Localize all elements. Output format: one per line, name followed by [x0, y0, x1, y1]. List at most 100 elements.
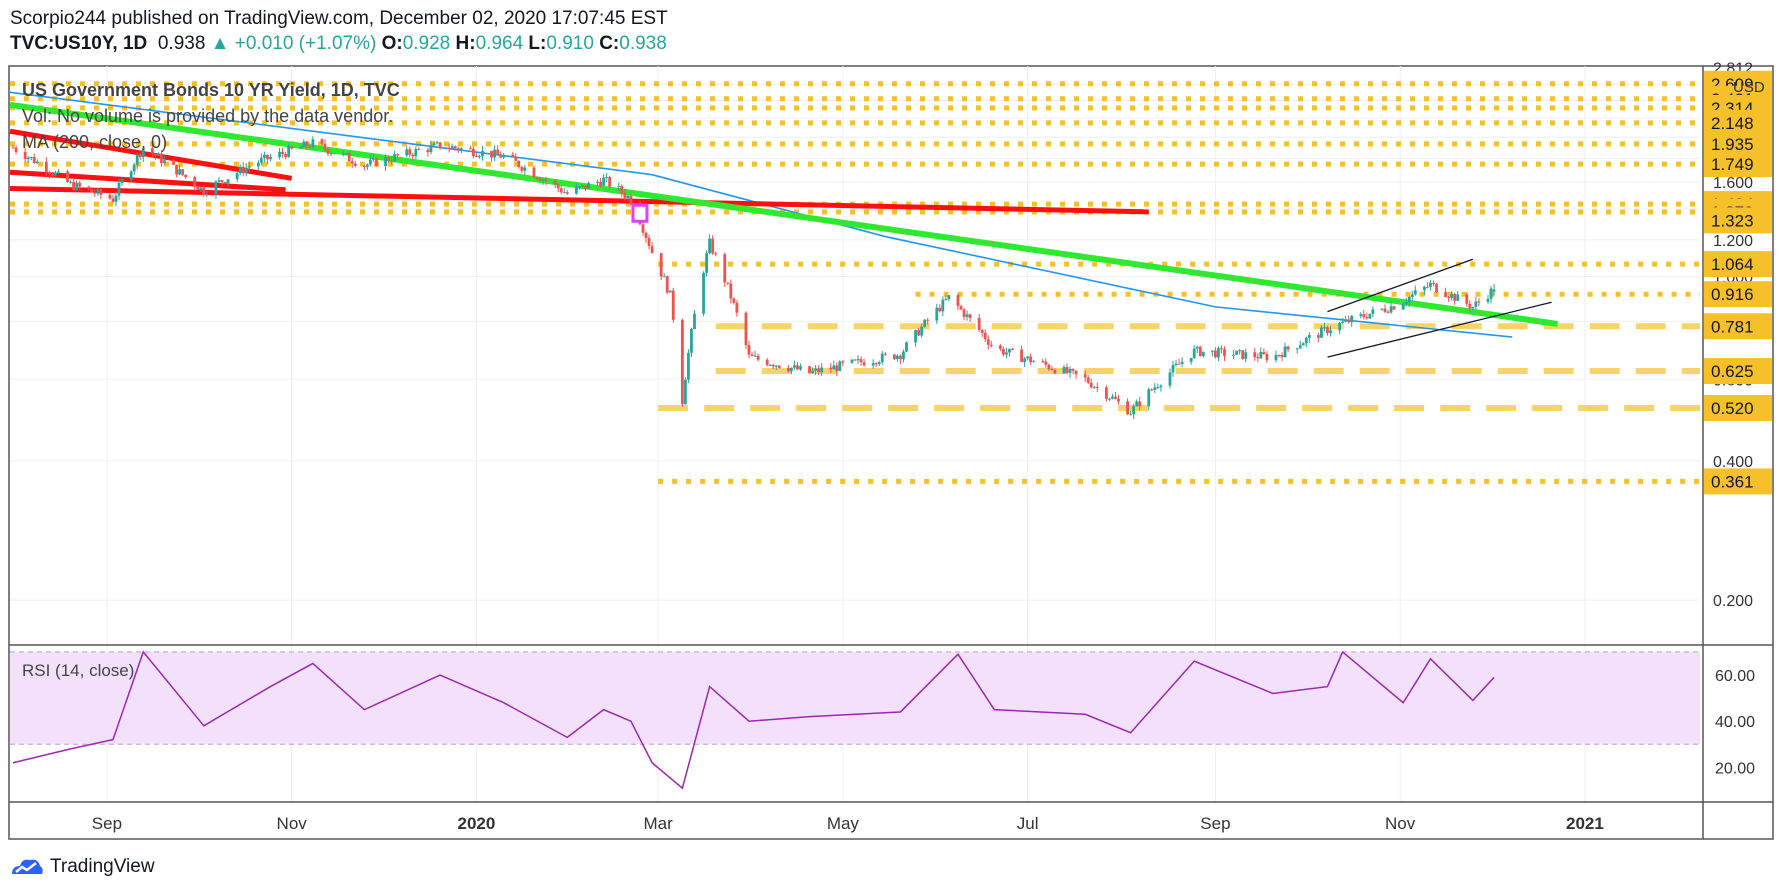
- candle-body: [1410, 294, 1414, 297]
- candle-body: [1426, 286, 1429, 288]
- candle-body: [502, 154, 506, 158]
- candle-body: [944, 299, 948, 301]
- candle-body: [1210, 350, 1214, 352]
- candle-body: [411, 154, 415, 157]
- candle-body: [644, 232, 648, 238]
- price-label-text: 2.148: [1711, 114, 1754, 133]
- candle-body: [302, 141, 306, 148]
- candle-body: [120, 179, 124, 184]
- candle-body: [659, 253, 663, 277]
- candle-body: [1171, 365, 1175, 373]
- open-value: 0.928: [402, 33, 451, 54]
- high-value: 0.964: [475, 33, 524, 54]
- candle-body: [1298, 345, 1302, 349]
- candle-body: [1029, 356, 1033, 363]
- candle-body: [832, 365, 836, 370]
- candle-body: [347, 153, 351, 162]
- candle-body: [874, 363, 878, 365]
- candle-body: [290, 146, 294, 149]
- candle-body: [438, 142, 442, 149]
- candle-body: [1053, 369, 1057, 374]
- price-label-text: 0.625: [1711, 362, 1754, 381]
- publish-info: Scorpio244 published on TradingView.com,…: [10, 8, 668, 29]
- candle-body: [1083, 374, 1087, 378]
- candle-body: [1477, 301, 1481, 303]
- open-label: O:: [381, 33, 403, 54]
- candle-body: [1350, 315, 1354, 323]
- candle-body: [323, 143, 327, 150]
- candle-body: [1407, 296, 1411, 303]
- candle-body: [892, 354, 896, 360]
- candle-body: [671, 290, 675, 320]
- candle-body: [205, 194, 209, 196]
- candle-body: [72, 181, 76, 190]
- candle-body: [789, 367, 793, 372]
- candle-body: [1274, 354, 1278, 361]
- candle-body: [986, 339, 990, 345]
- candle-body: [459, 148, 463, 151]
- candle-body: [683, 379, 687, 405]
- candle-body: [202, 187, 206, 196]
- legend-title: US Government Bonds 10 YR Yield, 1D, TVC: [22, 80, 400, 100]
- candle-body: [32, 156, 36, 164]
- candle-body: [768, 365, 772, 367]
- candle-body: [1316, 335, 1320, 338]
- close-label: C:: [599, 33, 620, 54]
- candle-body: [641, 224, 645, 233]
- candle-body: [1435, 283, 1438, 293]
- candle-body: [623, 193, 627, 198]
- candle-body: [1304, 337, 1308, 344]
- candle-body: [883, 353, 887, 355]
- candle-body: [332, 153, 336, 155]
- candle-body: [965, 314, 969, 317]
- candle-body: [393, 154, 397, 162]
- candle-body: [1265, 353, 1269, 361]
- candle-body: [853, 359, 857, 361]
- price-label-tag: [1704, 151, 1772, 178]
- candle-body: [114, 195, 118, 202]
- candle-body: [414, 149, 418, 157]
- candle-body: [1050, 368, 1054, 370]
- candle-body: [1413, 290, 1417, 295]
- candle-body: [326, 149, 330, 154]
- footer-brand[interactable]: TradingView: [10, 856, 155, 878]
- footer-brand-label: TradingView: [50, 856, 155, 877]
- candle-body: [214, 181, 218, 195]
- candle-body: [838, 361, 842, 372]
- candle-body: [608, 177, 612, 187]
- candle-body: [532, 167, 536, 178]
- candle-body: [1338, 323, 1341, 331]
- candle-body: [1453, 293, 1457, 301]
- candle-body: [744, 312, 748, 346]
- candle-body: [1465, 294, 1469, 304]
- candle-body: [481, 150, 484, 157]
- currency-label: USD: [1733, 79, 1765, 96]
- candle-body: [711, 238, 715, 254]
- candle-body: [93, 192, 97, 194]
- candle-body: [238, 166, 242, 174]
- candle-body: [1217, 348, 1220, 358]
- candle-body: [902, 351, 905, 360]
- candle-body: [880, 353, 884, 363]
- candle-body: [1283, 346, 1287, 358]
- green-trendline: [9, 101, 1559, 327]
- candle-body: [287, 146, 291, 157]
- candle-body: [829, 367, 833, 370]
- candle-body: [263, 154, 266, 158]
- candle-body: [923, 319, 927, 327]
- candle-body: [520, 167, 524, 171]
- candle-body: [544, 179, 548, 181]
- candle-body: [1068, 368, 1072, 373]
- candle-body: [1047, 364, 1051, 369]
- candle-body: [1129, 414, 1133, 416]
- candle-body: [1074, 370, 1078, 375]
- candle-body: [1156, 387, 1160, 389]
- channel-line: [1327, 301, 1552, 358]
- main-pane-frame: [8, 65, 1774, 840]
- candle-body: [11, 147, 15, 149]
- candle-body: [456, 148, 460, 151]
- candle-body: [23, 151, 27, 160]
- candle-body: [808, 366, 811, 373]
- candle-body: [771, 365, 775, 367]
